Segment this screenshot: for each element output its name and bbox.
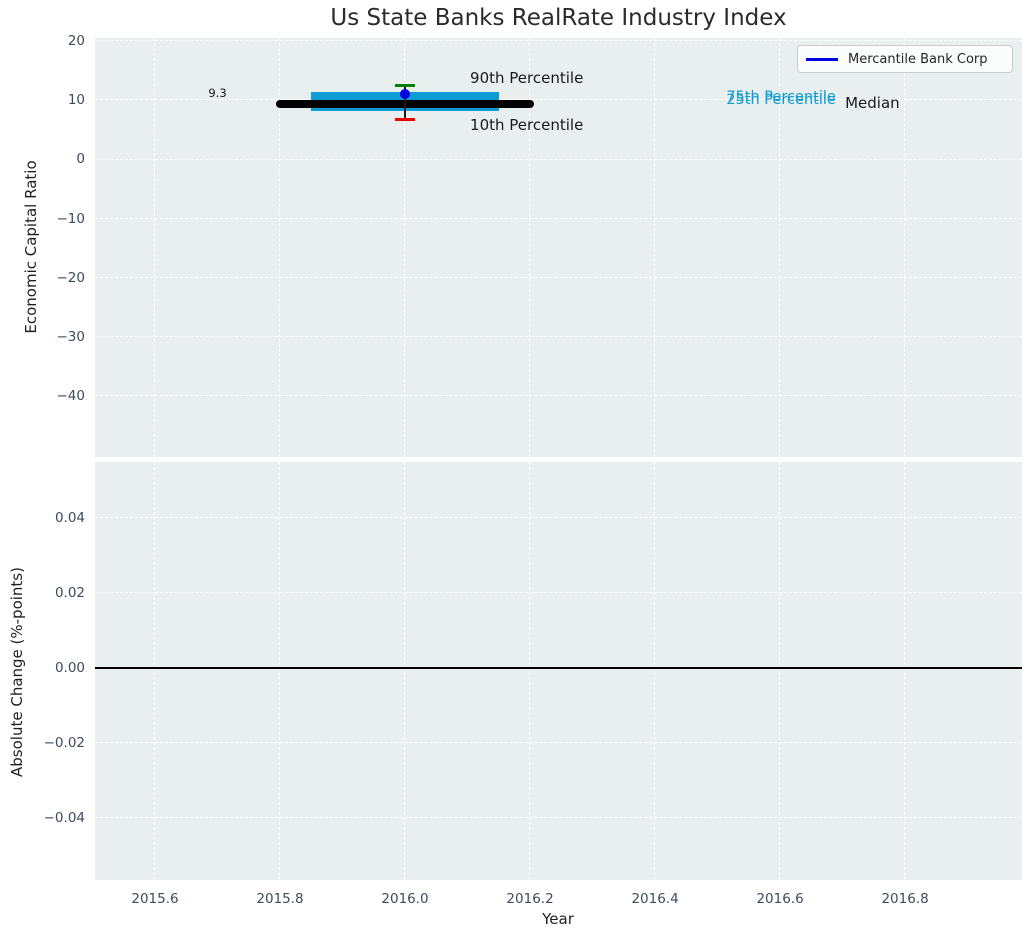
p75-label: 75th Percentile (726, 88, 836, 105)
y-tick-label: −40 (56, 388, 86, 405)
legend-label: Mercantile Bank Corp (848, 51, 988, 67)
x-tick-label: 2016.6 (756, 891, 804, 907)
x-gridline (404, 462, 406, 880)
y-tick-label: 0.00 (54, 659, 85, 676)
y-tick-label: 20 (67, 32, 85, 49)
x-tick-label: 2016.4 (631, 891, 679, 907)
decile-whisker-stem (404, 85, 406, 120)
y-gridline (95, 158, 1022, 160)
y-tick-label: 0.02 (54, 584, 85, 601)
p90-label: 90th Percentile (470, 69, 584, 88)
x-axis-label: Year (542, 910, 574, 928)
x-tick-label: 2016.0 (381, 891, 429, 907)
x-gridline (279, 38, 281, 457)
y-tick-label: −20 (56, 269, 86, 286)
y-gridline (95, 99, 1022, 101)
y-gridline (95, 276, 1022, 278)
decile-whisker-cap-10th (395, 117, 416, 121)
y-gridline (95, 817, 1022, 819)
x-gridline (654, 462, 656, 880)
y-gridline (95, 395, 1022, 397)
x-gridline (904, 38, 906, 457)
mercantile-bank-corp-point (400, 88, 411, 99)
y-tick-label: 10 (67, 92, 85, 109)
x-tick-label: 2015.8 (256, 891, 304, 907)
x-gridline (404, 38, 406, 457)
x-tick-label: 2016.8 (881, 891, 929, 907)
x-gridline (529, 462, 531, 880)
top-y-axis-label: Economic Capital Ratio (22, 160, 40, 334)
x-gridline (904, 462, 906, 880)
y-tick-label: 0.04 (54, 509, 85, 526)
x-gridline (279, 462, 281, 880)
y-gridline (95, 336, 1022, 338)
x-gridline (529, 38, 531, 457)
p10-label: 10th Percentile (470, 115, 584, 134)
y-tick-label: 0 (76, 151, 85, 168)
zero-change-line (95, 666, 1022, 669)
p25-label: 25th Percentile (726, 92, 836, 109)
x-tick-label: 2015.6 (131, 891, 179, 907)
chart-title: Us State Banks RealRate Industry Index (330, 5, 787, 31)
x-gridline (154, 38, 156, 457)
median-label: Median (845, 94, 900, 113)
y-gridline (95, 40, 1022, 42)
median-value-annotation: 9.3 (208, 86, 227, 101)
y-gridline (95, 217, 1022, 219)
y-gridline (95, 517, 1022, 519)
legend: Mercantile Bank Corp (797, 45, 1013, 73)
y-tick-label: −0.04 (43, 810, 85, 827)
x-gridline (779, 38, 781, 457)
legend-line-sample (806, 57, 838, 61)
x-gridline (779, 462, 781, 880)
y-gridline (95, 592, 1022, 594)
decile-whisker-cap-90th (395, 84, 416, 88)
y-tick-label: −0.02 (43, 735, 85, 752)
x-tick-label: 2016.2 (506, 891, 554, 907)
bottom-plot-area (95, 462, 1022, 880)
y-tick-label: −10 (56, 210, 86, 227)
y-gridline (95, 742, 1022, 744)
y-tick-label: −30 (56, 328, 86, 345)
x-gridline (654, 38, 656, 457)
top-plot-area (95, 38, 1022, 457)
x-gridline (154, 462, 156, 880)
